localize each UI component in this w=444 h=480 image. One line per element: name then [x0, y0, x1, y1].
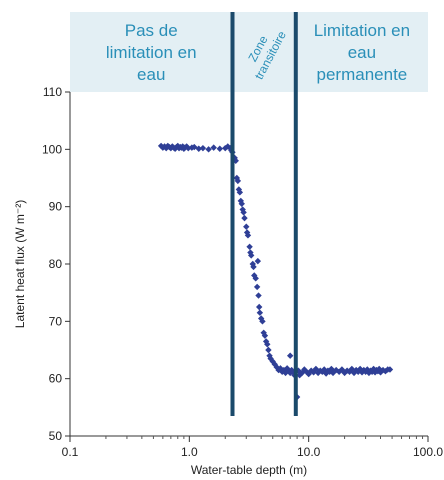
y-tick-label: 100 — [42, 142, 62, 156]
data-point — [255, 292, 262, 299]
data-point — [210, 144, 217, 151]
data-point — [195, 145, 202, 152]
data-point — [255, 303, 263, 311]
data-point — [244, 232, 252, 239]
x-tick-label: 100.0 — [413, 445, 443, 459]
data-point — [265, 346, 272, 354]
data-point — [286, 352, 294, 359]
data-point — [248, 252, 255, 259]
x-tick-label: 1.0 — [181, 445, 198, 459]
y-axis-label: Latent heat flux (W m⁻²) — [13, 200, 27, 328]
y-tick-label: 110 — [43, 85, 62, 99]
y-tick-label: 70 — [49, 314, 63, 328]
data-point — [386, 366, 394, 373]
data-point — [199, 144, 207, 152]
axes: 50 60 70 80 90 100 110 0.1 1.0 10.0 100.0 — [42, 85, 443, 459]
data-point — [261, 332, 269, 339]
region-label-line: Limitation en — [314, 21, 410, 40]
data-point — [238, 200, 245, 207]
data-point — [252, 275, 259, 282]
y-tick-label: 80 — [49, 257, 63, 271]
data-point — [234, 177, 242, 185]
y-tick-label: 90 — [49, 200, 63, 214]
data-point — [236, 189, 244, 196]
y-tick-label: 60 — [49, 372, 63, 386]
region-label-line: Pas de — [125, 21, 178, 40]
data-point — [174, 142, 181, 150]
zone-boundaries — [230, 12, 298, 416]
region-label-line: eau — [137, 65, 165, 84]
data-point — [250, 263, 257, 271]
data-point — [246, 243, 253, 250]
data-point — [205, 146, 212, 153]
data-point — [241, 214, 248, 222]
data-point — [253, 283, 261, 291]
x-tick-label: 0.1 — [62, 445, 79, 459]
data-point — [240, 209, 247, 216]
x-tick-label: 10.0 — [297, 445, 321, 459]
x-axis-label: Water-table depth (m) — [191, 463, 307, 477]
header-band — [70, 12, 428, 92]
region-label-line: eau — [348, 43, 376, 62]
data-point — [254, 257, 262, 265]
region-label-line: limitation en — [106, 43, 197, 62]
data-point — [243, 223, 250, 230]
data-point — [264, 341, 271, 348]
region-label-line: permanente — [317, 65, 408, 84]
data-point — [183, 143, 190, 150]
data-point — [216, 145, 223, 152]
data-point — [191, 143, 198, 151]
y-tick-label: 50 — [49, 429, 63, 443]
data-points — [157, 142, 394, 401]
data-point — [256, 309, 264, 316]
data-point — [235, 186, 243, 193]
data-point — [259, 318, 266, 325]
